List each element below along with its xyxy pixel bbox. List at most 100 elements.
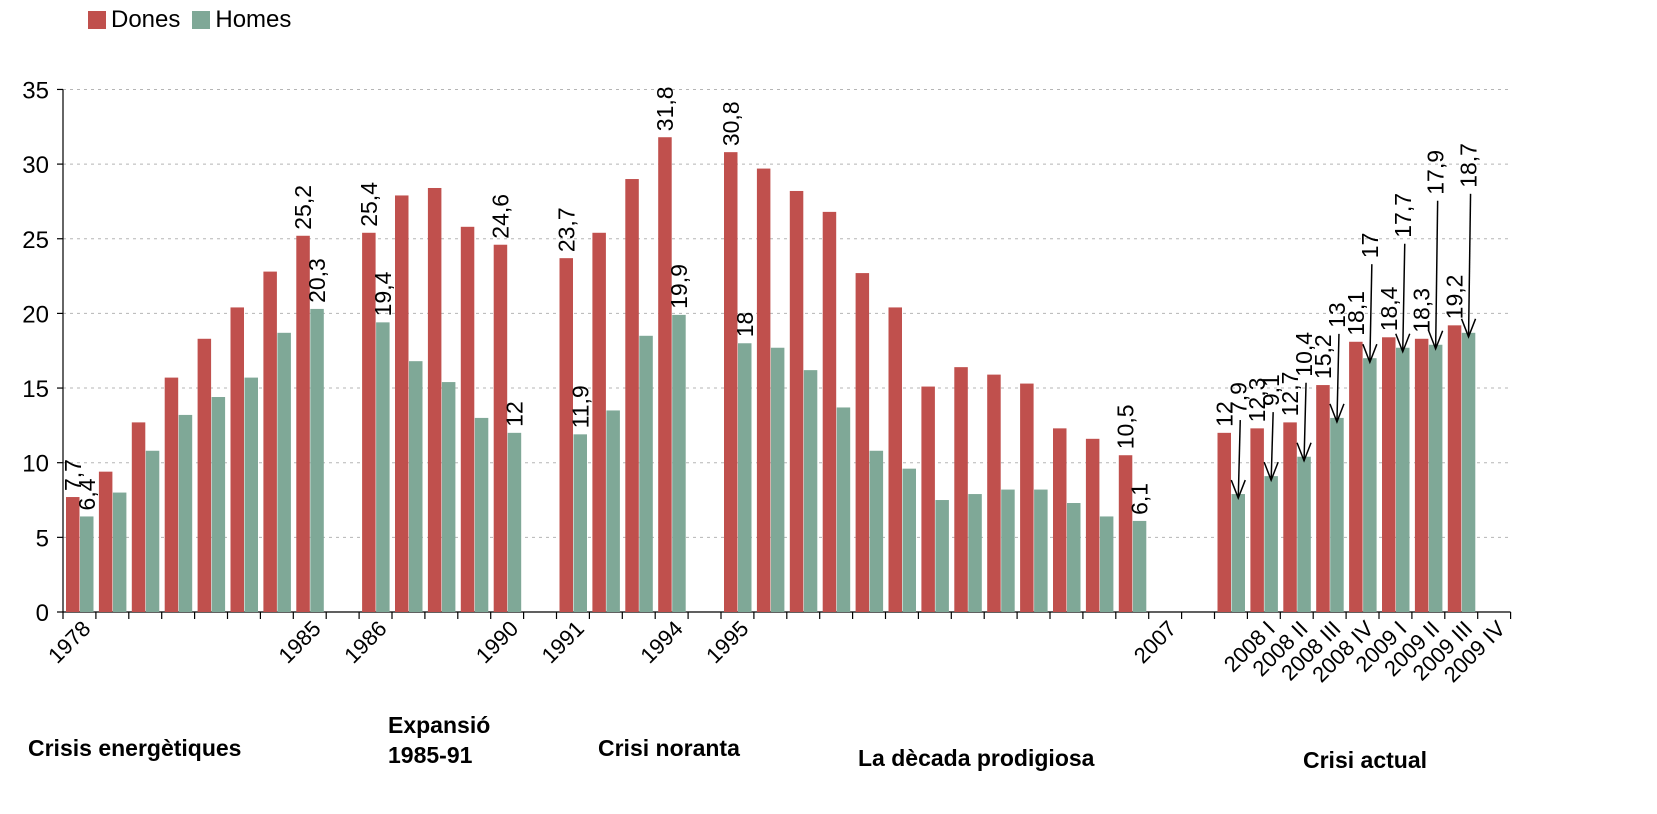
bar-dones: [1085, 438, 1100, 612]
y-tick-label: 5: [36, 525, 49, 552]
data-label-homes: 13: [1324, 302, 1350, 328]
x-tick-label: 1990: [471, 616, 523, 668]
bar-dones: [1382, 337, 1396, 612]
leader-line: [1434, 200, 1439, 349]
data-label-homes: 20,3: [304, 258, 330, 303]
bar-dones: [230, 307, 244, 612]
y-tick-label: 10: [22, 451, 49, 478]
bar-dones: [1349, 341, 1363, 612]
data-label-dones: 12: [1211, 401, 1237, 427]
leader-arrowhead: [1427, 330, 1444, 351]
legend-label-homes: Homes: [215, 6, 292, 33]
bar-dones: [197, 338, 212, 612]
data-label-dones: 18,1: [1343, 291, 1369, 336]
legend-item-dones: Dones: [88, 6, 180, 34]
y-tick-label: 25: [22, 227, 49, 254]
bar-homes: [573, 434, 587, 612]
data-label-dones: 30,8: [718, 101, 744, 146]
period-label-crisi-noranta: Crisi noranta: [598, 735, 740, 761]
period-label-expansio: Expansió 1985-91: [388, 712, 491, 768]
bar-dones: [1316, 385, 1330, 612]
data-label-homes: 19,4: [370, 271, 396, 316]
y-tick-label: 35: [22, 77, 49, 104]
bar-dones: [1118, 455, 1133, 612]
leader-arrowhead: [1395, 333, 1411, 354]
bar-dones: [724, 152, 738, 612]
bar-dones: [164, 377, 179, 612]
bar-dones: [66, 497, 80, 612]
bar-homes: [211, 397, 226, 612]
y-tick-label: 30: [22, 152, 49, 179]
bar-homes: [112, 492, 127, 612]
leader-line: [1237, 420, 1241, 499]
data-label-dones: 10,5: [1113, 404, 1139, 449]
data-label-dones: 18,4: [1376, 286, 1402, 331]
data-label-homes: 6,4: [74, 478, 100, 510]
data-label-homes: 17,9: [1423, 150, 1449, 195]
bar-dones: [855, 273, 870, 612]
data-label-homes: 12: [501, 401, 527, 427]
bar-homes: [178, 414, 193, 612]
data-label-homes: 7,9: [1225, 382, 1251, 414]
leader-line: [1467, 193, 1472, 337]
bar-dones: [1414, 338, 1429, 612]
bar-dones: [395, 195, 409, 612]
data-label-homes: 10,4: [1291, 332, 1317, 377]
legend-label-dones: Dones: [111, 6, 181, 33]
x-tick-label: 2007: [1129, 616, 1181, 668]
bar-homes: [738, 343, 752, 612]
leader-arrowhead: [1263, 461, 1279, 483]
bar-homes: [277, 332, 291, 612]
bar-homes: [1231, 494, 1245, 612]
bar-homes: [507, 432, 522, 612]
bar-dones: [559, 258, 573, 612]
bar-homes: [244, 377, 258, 612]
leader-line: [1402, 243, 1406, 352]
leader-line: [1369, 264, 1373, 363]
bar-dones: [1250, 428, 1264, 612]
x-tick-label: 1978: [43, 616, 95, 668]
data-label-homes: 18,7: [1456, 143, 1482, 188]
y-tick-label: 15: [22, 376, 49, 403]
bar-dones: [1283, 422, 1297, 612]
bar-homes: [1264, 476, 1278, 612]
bar-dones: [888, 307, 902, 612]
data-label-homes: 11,9: [567, 385, 593, 428]
bar-dones: [131, 422, 146, 612]
bar-homes: [836, 407, 851, 612]
legend-swatch-dones: [88, 11, 106, 29]
bar-homes: [1396, 347, 1410, 612]
bar-dones: [427, 187, 442, 612]
bar-homes: [1067, 503, 1081, 612]
bar-homes: [1001, 489, 1015, 612]
bar-homes: [1034, 489, 1048, 612]
bar-dones: [625, 179, 639, 612]
bar-dones: [921, 386, 935, 612]
data-label-dones: 24,6: [487, 194, 513, 239]
data-label-dones: 31,8: [652, 86, 678, 131]
x-tick-label: 1994: [635, 616, 687, 668]
x-tick-label: 1985: [273, 616, 325, 668]
bar-dones: [756, 168, 771, 613]
data-label-homes: 17,7: [1390, 193, 1416, 238]
data-label-homes: 19,9: [666, 264, 692, 309]
bar-dones: [789, 190, 804, 612]
data-label-dones: 25,2: [290, 185, 316, 230]
bar-homes: [606, 410, 620, 612]
leader-arrowhead: [1296, 442, 1312, 463]
data-label-homes: 6,1: [1127, 483, 1153, 515]
legend-item-homes: Homes: [192, 6, 291, 34]
data-label-dones: 19,2: [1442, 275, 1468, 320]
bar-homes: [672, 314, 686, 612]
bar-dones: [493, 244, 508, 613]
period-label-decada-prodigiosa: La dècada prodigiosa: [858, 745, 1095, 771]
leader-arrowhead: [1460, 318, 1477, 339]
leader-arrowhead: [1362, 343, 1378, 365]
bar-homes: [409, 361, 423, 612]
data-label-dones: 25,4: [356, 182, 382, 227]
bar-homes: [474, 417, 489, 612]
bar-dones: [460, 226, 475, 612]
bar-homes: [1132, 520, 1147, 612]
bar-dones: [954, 367, 968, 612]
